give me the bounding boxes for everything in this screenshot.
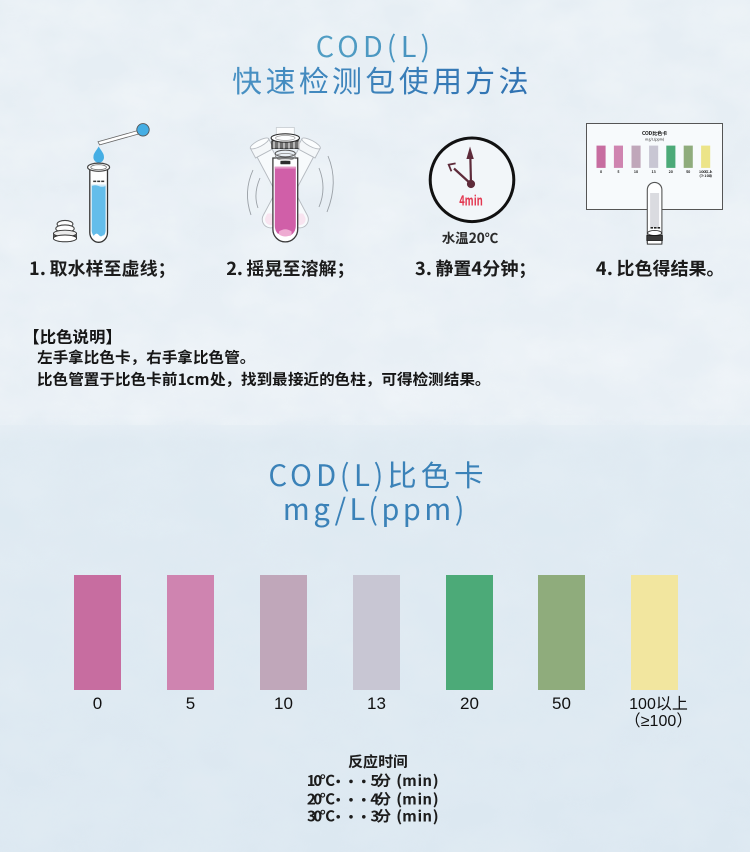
- svg-text:4分: 4分: [370, 788, 391, 809]
- svg-text:10℃: 10℃: [307, 770, 335, 791]
- svg-text:0: 0: [600, 170, 602, 175]
- svg-text:30℃: 30℃: [307, 805, 335, 826]
- svg-text:5: 5: [617, 170, 619, 175]
- svg-text:(min): (min): [396, 788, 439, 809]
- svg-text:mg/L(ppm): mg/L(ppm): [645, 138, 664, 143]
- svg-text:20: 20: [669, 170, 673, 175]
- svg-text:4min: 4min: [459, 190, 483, 210]
- svg-text:(≥100): (≥100): [699, 174, 712, 179]
- svg-text:10: 10: [634, 170, 638, 175]
- svg-text:COD比色卡: COD比色卡: [642, 130, 667, 137]
- svg-text:(min): (min): [396, 770, 439, 791]
- svg-text:50: 50: [686, 170, 690, 175]
- svg-text:13: 13: [651, 170, 655, 175]
- svg-text:20℃: 20℃: [307, 788, 335, 809]
- svg-text:100以上: 100以上: [699, 169, 713, 175]
- svg-text:(min): (min): [396, 805, 439, 826]
- svg-text:5分: 5分: [369, 770, 391, 791]
- svg-text:3分: 3分: [370, 805, 391, 826]
